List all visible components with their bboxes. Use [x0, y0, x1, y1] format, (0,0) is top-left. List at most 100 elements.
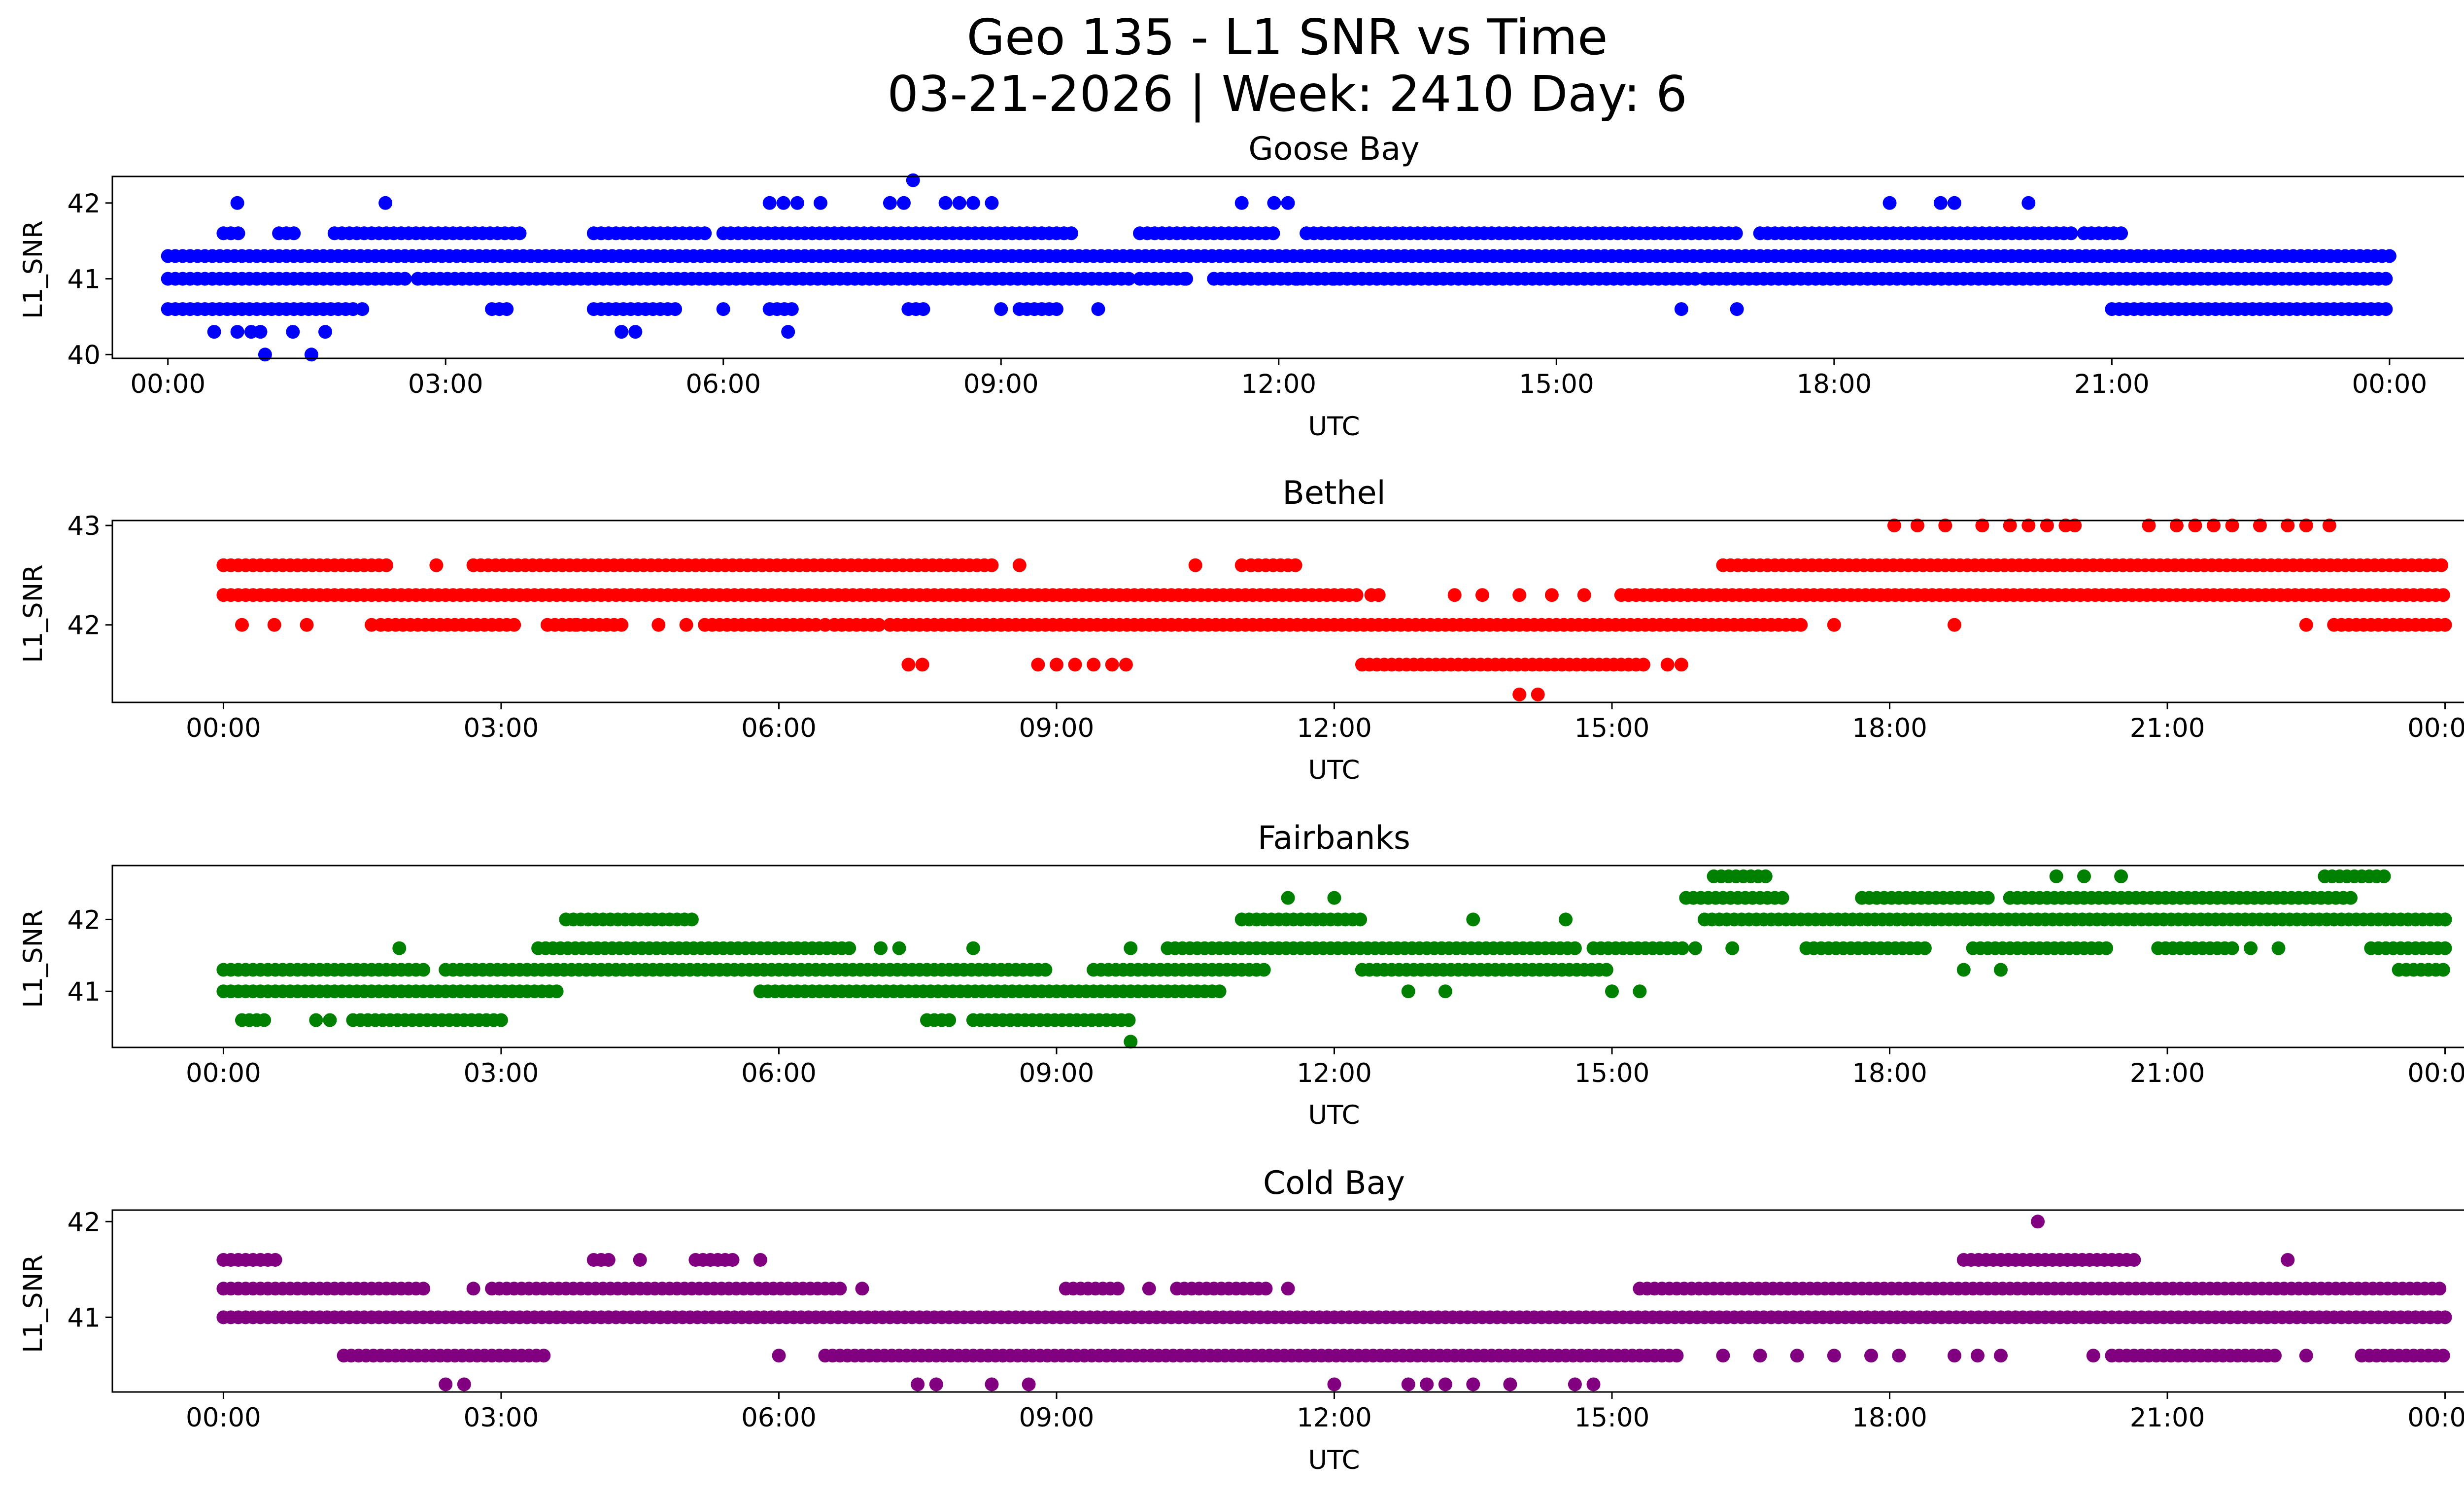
cold-bay-data-point [985, 1377, 999, 1391]
goose-bay-data-point [2114, 226, 2128, 241]
cold-bay-data-point [457, 1377, 471, 1391]
fairbanks-data-point [1466, 912, 1480, 927]
goose-bay-data-point [916, 302, 930, 316]
bethel-data-point [1975, 519, 1989, 533]
bethel-data-point [235, 618, 249, 632]
cold-bay-data-point [1790, 1349, 1804, 1363]
cold-bay-data-point [1864, 1349, 1878, 1363]
bethel-data-point [2003, 519, 2017, 533]
cold-bay-y-axis-label: L1_SNR [18, 1254, 48, 1353]
bethel-data-point [1371, 588, 1386, 602]
fairbanks-data-point [1212, 984, 1227, 999]
bethel-data-point [2225, 519, 2239, 533]
bethel-data-point [2322, 519, 2336, 533]
fairbanks-data-point [842, 941, 856, 955]
cold-bay-data-point [2432, 1282, 2447, 1296]
fairbanks-data-point [2436, 963, 2450, 977]
goose-bay-data-point [378, 196, 393, 210]
bethel-data-point [1660, 658, 1675, 672]
cold-bay-x-tick-label: 15:00 [1574, 1403, 1650, 1433]
fairbanks-data-point [1327, 891, 1341, 905]
fairbanks-data-point [1438, 984, 1452, 999]
goose-bay-x-tick-label: 12:00 [1241, 369, 1316, 399]
goose-bay-data-point [2064, 226, 2078, 241]
goose-bay-data-point [1064, 226, 1078, 241]
cold-bay-x-tick-label: 00:00 [186, 1403, 261, 1433]
fairbanks-data-point [309, 1013, 323, 1027]
bethel-data-point [1087, 658, 1101, 672]
cold-bay-data-points [216, 1215, 2452, 1391]
bethel-data-points [216, 519, 2452, 701]
goose-bay-data-point [1234, 196, 1249, 210]
bethel-data-point [2207, 519, 2221, 533]
cold-bay-axes-frame [111, 1209, 2464, 1393]
fairbanks-data-point [2114, 869, 2128, 883]
cold-bay-data-point [2299, 1349, 2313, 1363]
fairbanks-data-point [874, 941, 888, 955]
cold-bay-data-point [1438, 1377, 1452, 1391]
goose-bay-data-point [785, 302, 799, 316]
cold-bay-data-point [537, 1349, 551, 1363]
cold-bay-data-point [929, 1377, 943, 1391]
goose-bay-data-point [1267, 196, 1281, 210]
fairbanks-data-point [2438, 941, 2452, 955]
fairbanks-x-tick-label: 06:00 [741, 1058, 817, 1088]
bethel-data-point [1827, 618, 1841, 632]
bethel-data-point [2040, 519, 2054, 533]
goose-bay-x-tick-label: 00:00 [2352, 369, 2428, 399]
fairbanks-data-point [1675, 941, 1689, 955]
fairbanks-x-tick-label: 15:00 [1574, 1058, 1650, 1088]
goose-bay-data-point [897, 196, 911, 210]
cold-bay-data-point [1022, 1377, 1036, 1391]
goose-bay-data-point [906, 173, 920, 187]
cold-bay-data-point [772, 1349, 786, 1363]
fairbanks-data-point [942, 1013, 957, 1027]
goose-bay-data-point [628, 325, 643, 339]
goose-bay-data-point [500, 302, 514, 316]
bethel-data-point [267, 618, 281, 632]
fairbanks-data-point [2049, 869, 2063, 883]
bethel-data-point [1068, 658, 1082, 672]
cold-bay-data-point [1568, 1377, 1582, 1391]
goose-bay-x-axis-label: UTC [1308, 412, 1360, 442]
fairbanks-data-point [1775, 891, 1789, 905]
fairbanks-data-point [1038, 963, 1053, 977]
bethel-x-tick-label: 18:00 [1852, 713, 1927, 743]
cold-bay-data-point [1466, 1377, 1480, 1391]
bethel-data-point [818, 618, 832, 632]
bethel-data-point [2068, 519, 2082, 533]
cold-bay-data-point [1971, 1349, 1985, 1363]
cold-bay-title: Cold Bay [1263, 1165, 1405, 1202]
goose-bay-data-point [1933, 196, 1948, 210]
cold-bay-x-tick-label: 12:00 [1297, 1403, 1372, 1433]
figure-title-line1: Geo 135 - L1 SNR vs Time [967, 8, 1608, 66]
cold-bay-data-point [833, 1282, 847, 1296]
cold-bay-data-point [1420, 1377, 1434, 1391]
fairbanks-data-point [1401, 984, 1415, 999]
goose-bay-data-point [698, 226, 712, 241]
bethel-data-point [985, 558, 999, 572]
fairbanks-data-point [2377, 869, 2391, 883]
fairbanks-data-point [416, 963, 431, 977]
fairbanks-data-point [2271, 941, 2286, 955]
cold-bay-y-tick-label: 41 [68, 1303, 101, 1333]
fairbanks-y-tick-label: 42 [68, 905, 101, 935]
fairbanks-data-point [966, 941, 980, 955]
bethel-data-point [2281, 519, 2295, 533]
goose-bay-x-tick-label: 15:00 [1519, 369, 1594, 399]
cold-bay-data-point [1401, 1377, 1415, 1391]
goose-bay-data-point [231, 226, 245, 241]
bethel-data-point [2434, 558, 2449, 572]
cold-bay-x-tick-label: 00:00 [2407, 1403, 2464, 1433]
bethel-data-point [568, 618, 582, 632]
fairbanks-data-point [549, 984, 564, 999]
figure-title-line2: 03-21-2026 | Week: 2410 Day: 6 [887, 65, 1687, 123]
goose-bay-data-point [938, 196, 953, 210]
bethel-data-point [1288, 558, 1302, 572]
bethel-data-point [1544, 588, 1559, 602]
cold-bay-y-tick-label: 42 [68, 1207, 101, 1237]
goose-bay-data-point [398, 272, 412, 286]
bethel-data-point [915, 658, 929, 672]
fairbanks-x-tick-label: 12:00 [1297, 1058, 1372, 1088]
cold-bay-x-tick-label: 06:00 [741, 1403, 817, 1433]
